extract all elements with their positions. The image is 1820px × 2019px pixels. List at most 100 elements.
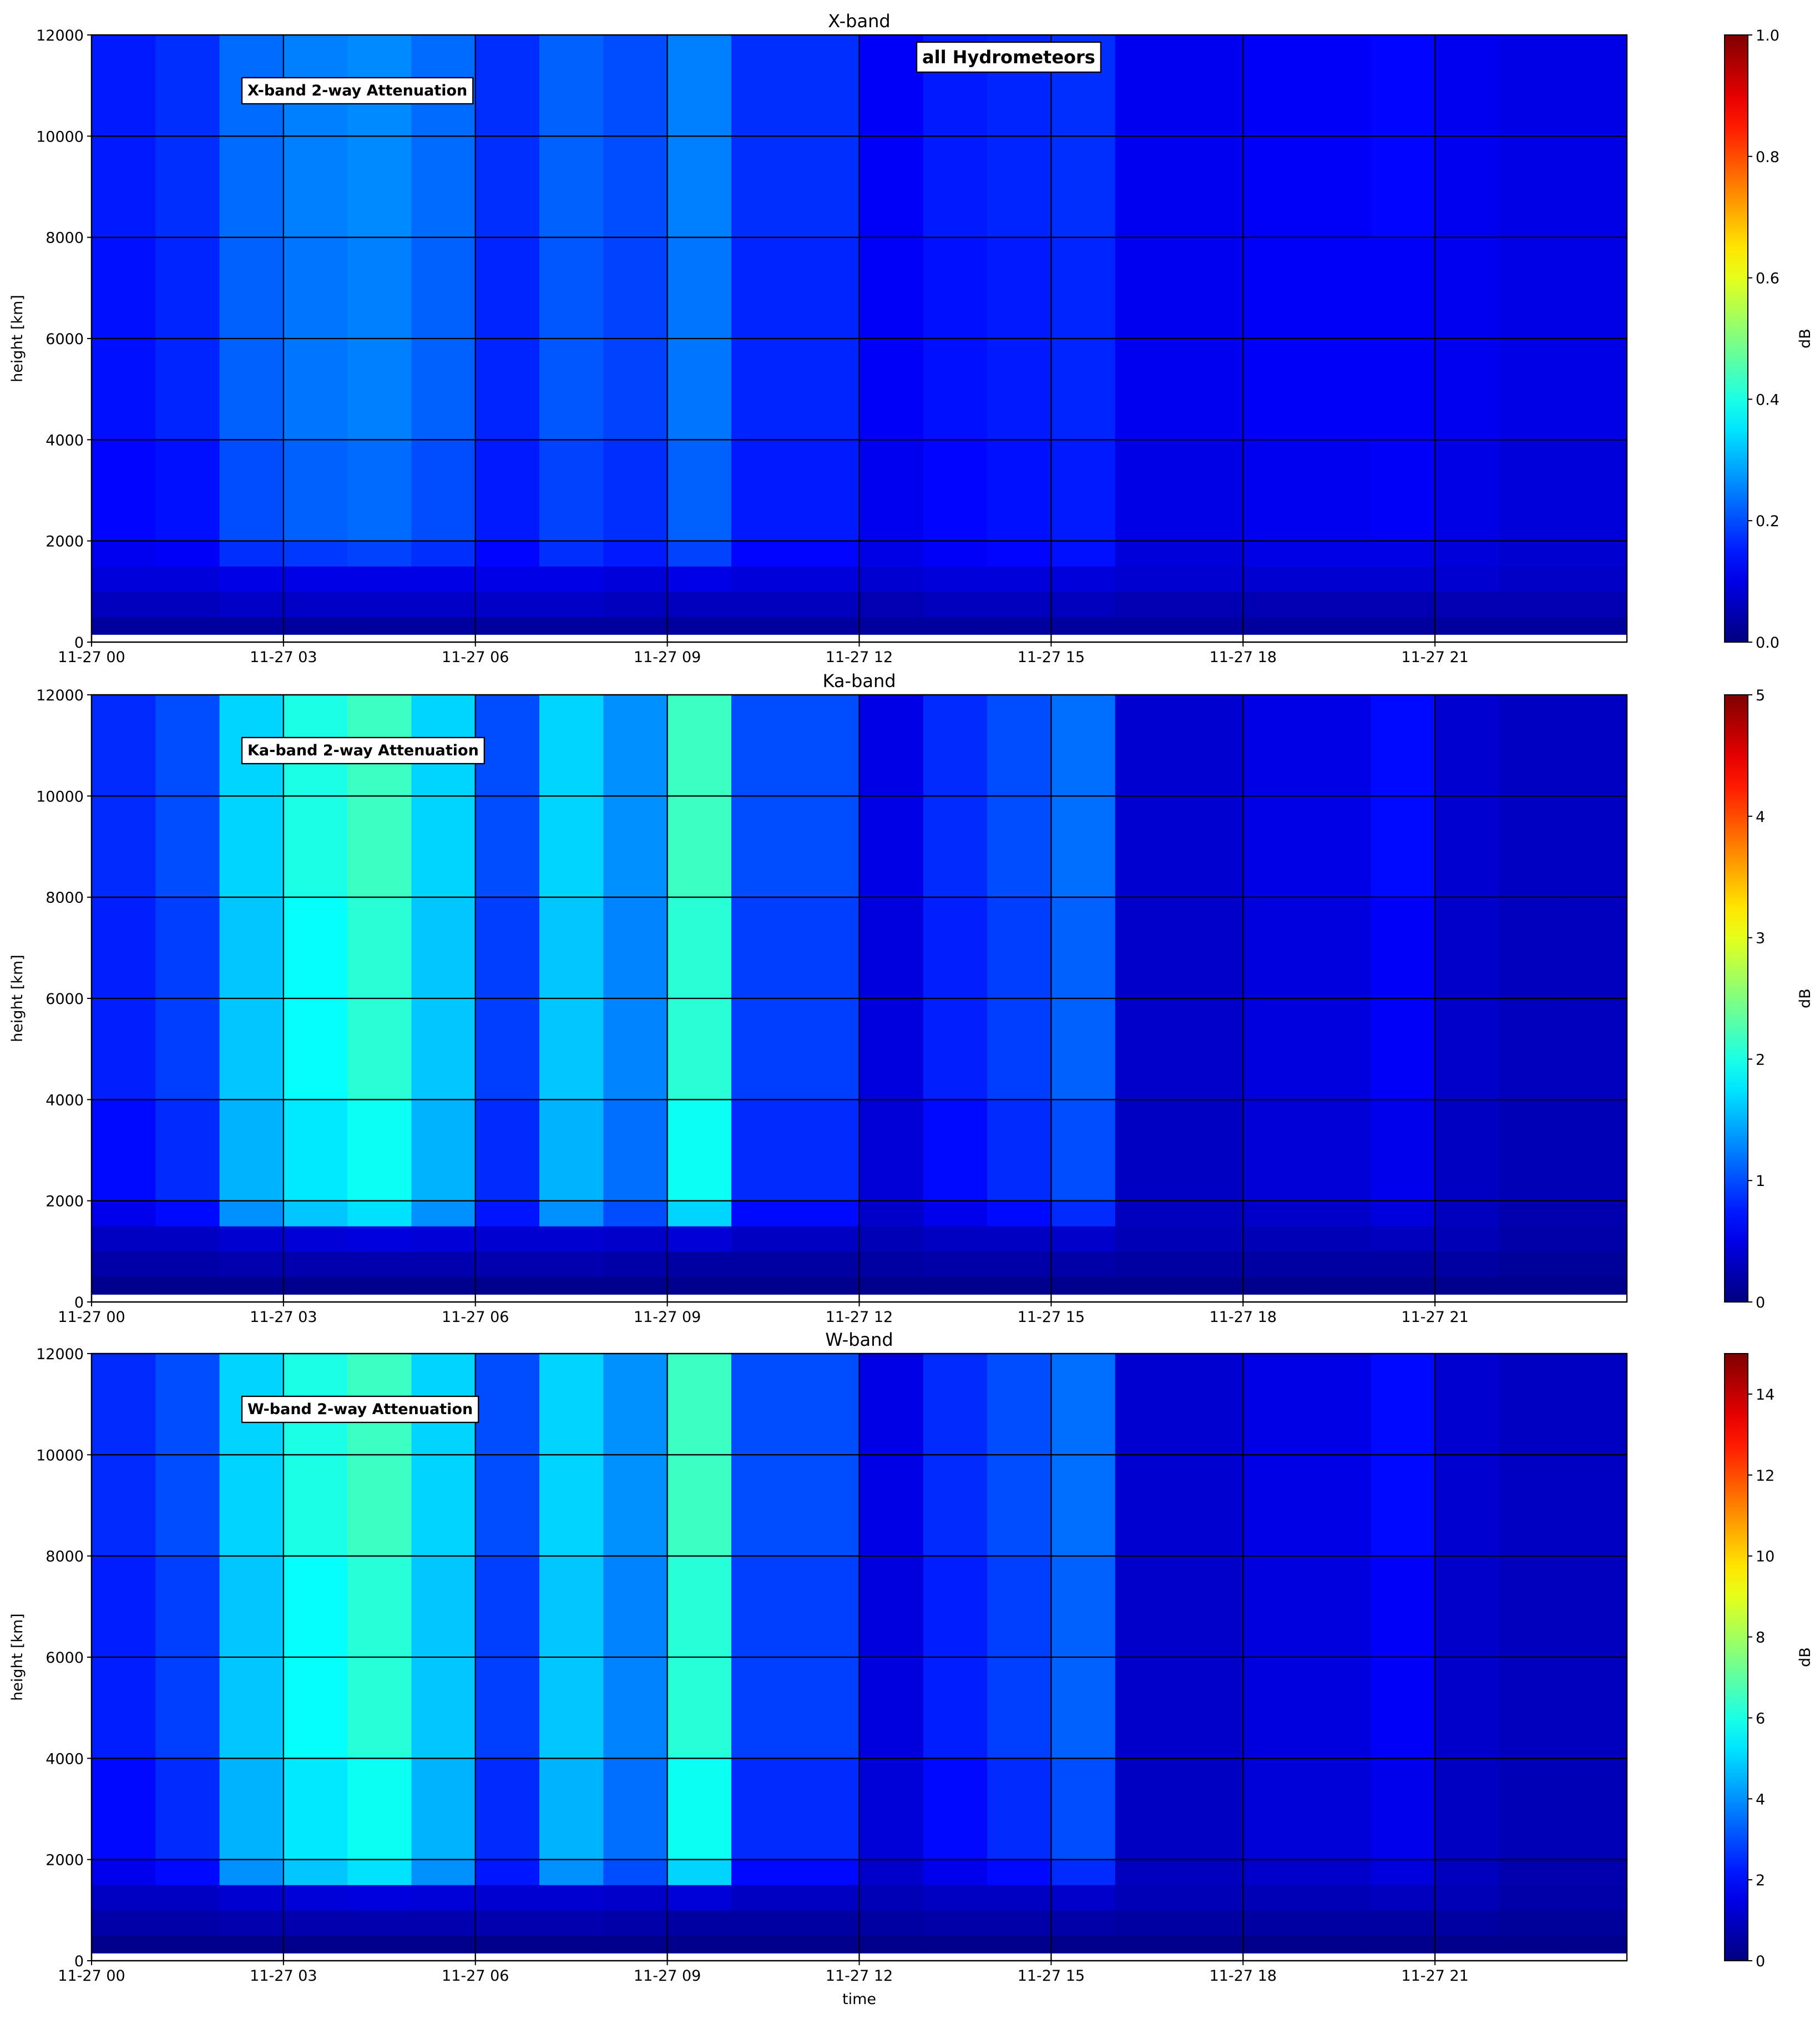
heatmap-cell (475, 1200, 540, 1226)
heatmap-cell (923, 1099, 988, 1202)
heatmap-cell (987, 591, 1051, 617)
colorbar-tick-label: 0.0 (1756, 634, 1779, 652)
x-tick-label: 11-27 21 (1401, 1967, 1468, 1985)
heatmap-cell (923, 591, 988, 617)
heatmap-cell (1435, 1885, 1499, 1911)
heatmap-cell (155, 566, 220, 592)
heatmap-cell (219, 1885, 284, 1911)
y-tick-label: 4000 (46, 1092, 84, 1109)
heatmap-cell (603, 1758, 668, 1860)
colorbar-tick-label: 12 (1756, 1467, 1775, 1485)
heatmap-cell (219, 1910, 284, 1936)
colorbar-tick-label: 4 (1756, 1791, 1765, 1808)
heatmap-cell (603, 1276, 668, 1295)
heatmap-cell (1051, 1758, 1116, 1860)
heatmap-cell (731, 1251, 796, 1277)
heatmap-cell (539, 566, 604, 592)
heatmap-cell (667, 1226, 732, 1252)
heatmap-cell (1563, 1758, 1627, 1860)
heatmap-cell (1243, 617, 1308, 635)
colorbar-tick-label: 0.4 (1756, 391, 1779, 408)
x-tick-label: 11-27 21 (1401, 1309, 1468, 1326)
heatmap-cell (1179, 1935, 1243, 1954)
annotation: X-band 2-way Attenuation (247, 82, 467, 99)
heatmap-cell (923, 541, 988, 567)
heatmap-cell (411, 1200, 476, 1226)
heatmap-cell (155, 440, 220, 542)
heatmap-cell (731, 1758, 796, 1860)
heatmap-cell (92, 1885, 156, 1911)
heatmap-cell (603, 1885, 668, 1911)
heatmap-cell (155, 617, 220, 635)
colorbar-tick-label: 0.6 (1756, 270, 1779, 287)
heatmap-cell (1243, 1758, 1308, 1860)
y-tick-label: 4000 (46, 1750, 84, 1768)
heatmap-cell (1563, 541, 1627, 567)
heatmap-cell (731, 566, 796, 592)
heatmap-cell (411, 1276, 476, 1295)
heatmap-cell (1307, 1251, 1372, 1277)
heatmap-cell (1371, 1859, 1435, 1885)
heatmap-cell (411, 541, 476, 567)
heatmap-cell (795, 440, 860, 542)
x-tick-label: 11-27 09 (634, 649, 701, 666)
annotation-box (916, 41, 1101, 73)
heatmap-cell (1371, 1251, 1435, 1277)
heatmap-cell (155, 591, 220, 617)
heatmap-cell (219, 591, 284, 617)
heatmap-cell (1179, 1885, 1243, 1911)
heatmap-cell (347, 1935, 412, 1954)
heatmap-cell (1307, 1859, 1372, 1885)
heatmap-cell (283, 1200, 348, 1226)
heatmap-cell (603, 1200, 668, 1226)
heatmap-cell (219, 1276, 284, 1295)
heatmap-cell (475, 566, 540, 592)
heatmap-cell (1243, 1099, 1308, 1202)
heatmap-cell (1499, 1276, 1564, 1295)
heatmap-cell (859, 1859, 924, 1885)
heatmap-cell (539, 541, 604, 567)
colorbar-label: dB (1797, 329, 1814, 349)
heatmap-cell (795, 1859, 860, 1885)
heatmap-cell (155, 541, 220, 567)
heatmap-cell (859, 1226, 924, 1252)
y-tick-label: 2000 (46, 1193, 84, 1210)
y-tick-label: 2000 (46, 533, 84, 551)
colorbar-tick-label: 0 (1756, 1294, 1765, 1311)
heatmap-cell (859, 617, 924, 635)
heatmap-cell (155, 1885, 220, 1911)
heatmap-cell (667, 1099, 732, 1202)
heatmap-cell (411, 617, 476, 635)
heatmap-cell (475, 591, 540, 617)
heatmap-cell (1563, 440, 1627, 542)
heatmap-cell (1435, 1758, 1499, 1860)
heatmap-cell (347, 566, 412, 592)
heatmap-cell (283, 1099, 348, 1202)
y-tick-label: 8000 (46, 890, 84, 907)
colorbar-tick-label: 3 (1756, 930, 1765, 947)
y-tick-label: 2000 (46, 1852, 84, 1869)
heatmap-cell (283, 1758, 348, 1860)
heatmap-cell (1307, 1276, 1372, 1295)
heatmap-cell (1307, 1099, 1372, 1202)
heatmap-cell (1307, 617, 1372, 635)
heatmap-cell (283, 1910, 348, 1936)
heatmap-cell (987, 1251, 1051, 1277)
heatmap-cell (347, 1758, 412, 1860)
heatmap-cell (475, 617, 540, 635)
heatmap-cell (923, 1200, 988, 1226)
heatmap-cell (347, 1885, 412, 1911)
heatmap-cell (475, 1226, 540, 1252)
heatmap-cell (603, 541, 668, 567)
heatmap-cell (1499, 1226, 1564, 1252)
heatmap-cell (1435, 1226, 1499, 1252)
heatmap-cell (923, 1910, 988, 1936)
heatmap-cell (1563, 617, 1627, 635)
heatmap-cell (1243, 440, 1308, 542)
heatmap-cell (347, 440, 412, 542)
annotation: W-band 2-way Attenuation (247, 1401, 473, 1418)
heatmap-cell (731, 1200, 796, 1226)
x-tick-label: 11-27 09 (634, 1967, 701, 1985)
heatmap-cell (283, 566, 348, 592)
colorbar (1724, 694, 1748, 1303)
